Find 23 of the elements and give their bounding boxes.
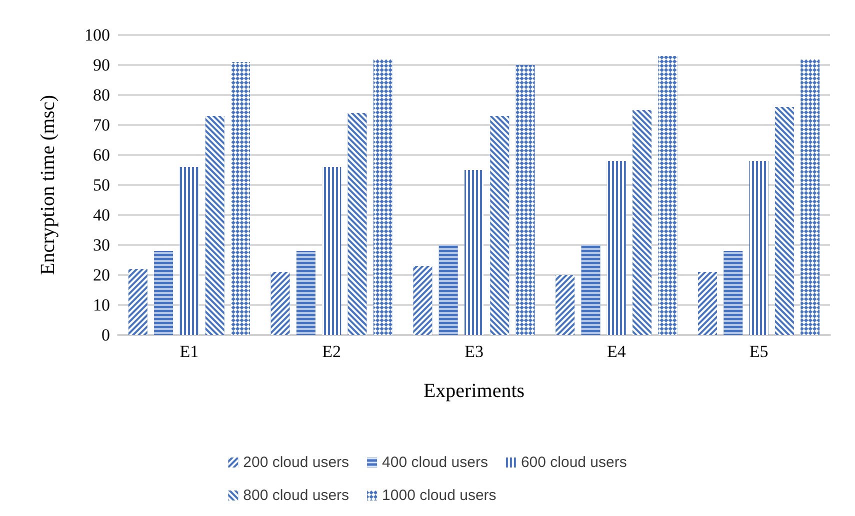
x-tick-label: E1: [180, 342, 199, 361]
legend-label: 400 cloud users: [382, 454, 488, 471]
x-axis-title: Experiments: [423, 380, 525, 402]
y-tick-label: 60: [93, 146, 110, 164]
y-tick-label: 70: [93, 116, 110, 134]
legend-label: 200 cloud users: [243, 454, 350, 471]
y-tick-label: 0: [102, 326, 110, 344]
y-tick-label: 50: [93, 176, 110, 194]
y-tick-label: 90: [93, 56, 110, 74]
legend-label: 1000 cloud users: [382, 487, 496, 504]
y-axis-title: Encryption time (msc): [37, 95, 59, 275]
y-tick-label: 80: [93, 86, 110, 104]
y-tick-label: 40: [93, 206, 110, 224]
x-tick-label: E2: [322, 342, 342, 361]
legend-label: 600 cloud users: [520, 454, 627, 471]
legend-label: 800 cloud users: [243, 487, 350, 504]
y-tick-label: 100: [84, 26, 110, 44]
y-tick-label: 10: [93, 296, 110, 314]
y-tick-label: 20: [93, 266, 110, 284]
x-tick-label: E3: [464, 342, 484, 361]
x-tick-label: E5: [749, 342, 768, 361]
x-tick-label: E4: [606, 342, 626, 361]
y-tick-label: 30: [93, 236, 110, 254]
